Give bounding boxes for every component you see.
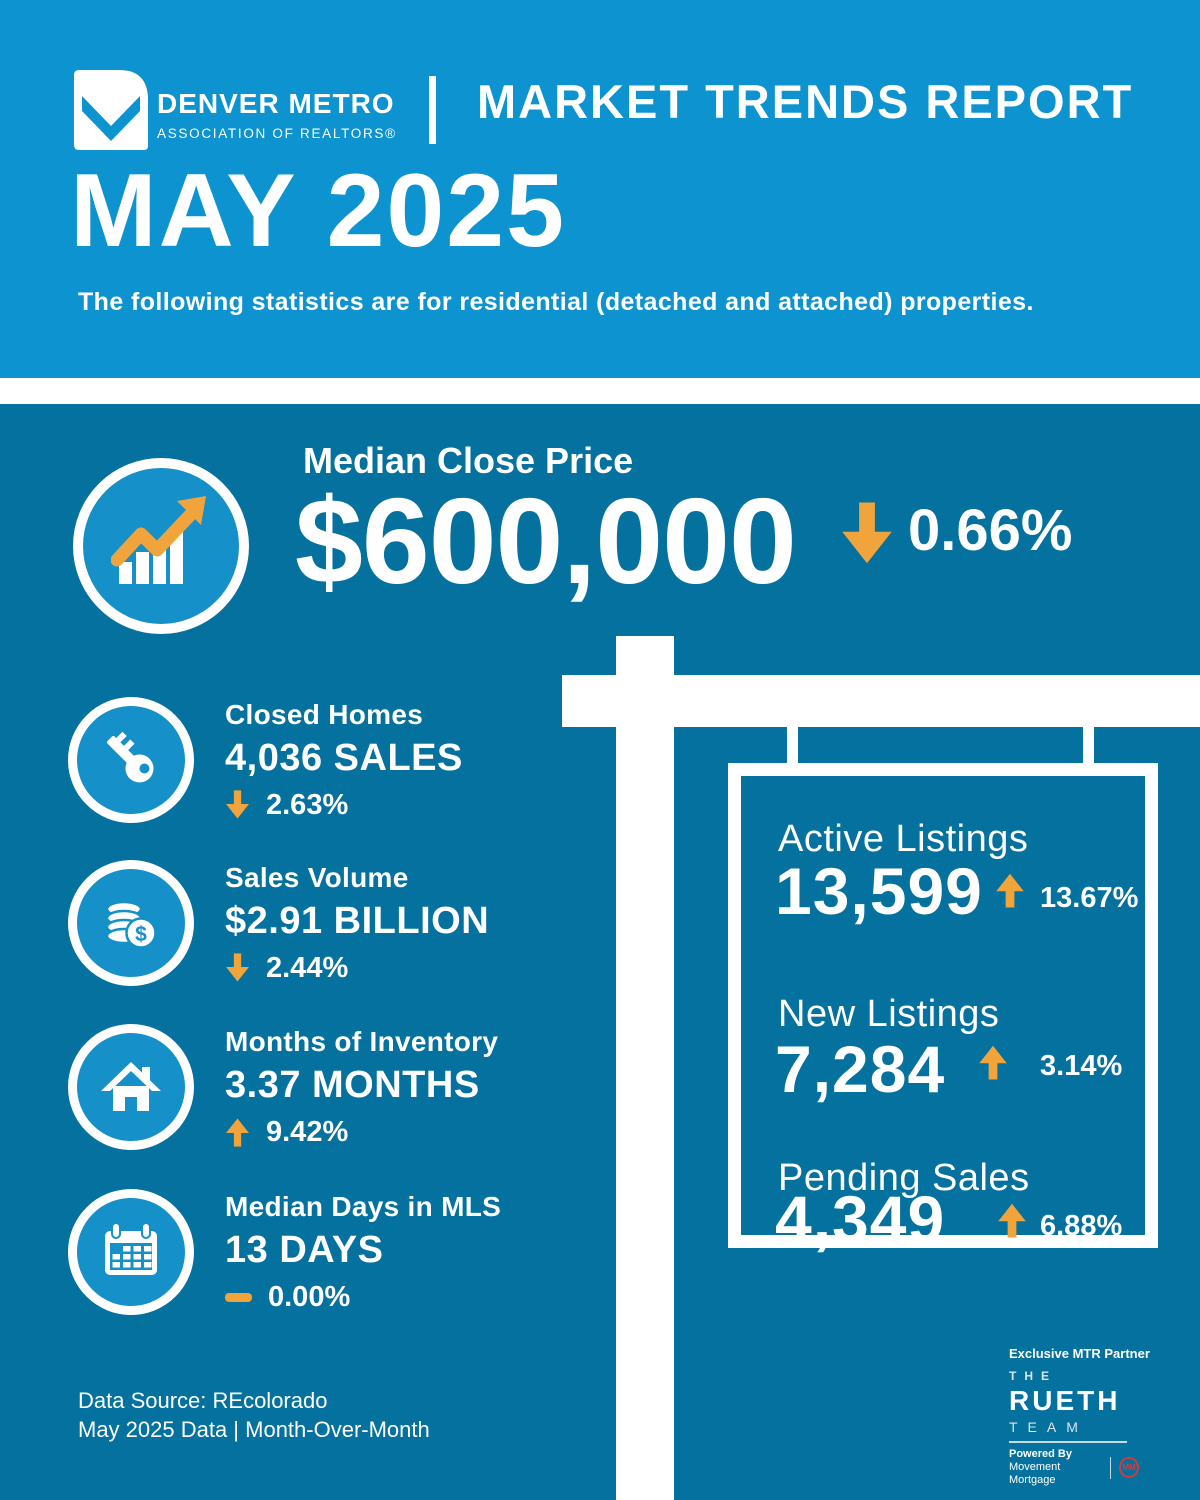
stat-change: 0.00%: [225, 1281, 501, 1314]
sign-post: [616, 636, 674, 1500]
data-source-line: Data Source: REcolorado: [78, 1388, 328, 1413]
up-arrow-icon: [979, 1045, 1007, 1080]
sign-stat-change-pending-sales: 6.88%: [1040, 1210, 1123, 1242]
report-subtitle: The following statistics are for residen…: [78, 288, 1034, 316]
stat-value: $2.91 BILLION: [225, 899, 490, 942]
stat-row-sales-volume: $ Sales Volume $2.91 BILLION 2.44%: [68, 860, 489, 986]
stat-change-pct: 9.42%: [266, 1115, 349, 1148]
stat-value: 4,036 SALES: [225, 736, 463, 779]
rueth-logo-the: THE: [1009, 1369, 1057, 1383]
stat-change: 2.44%: [225, 952, 489, 985]
up-arrow-icon: [226, 1118, 249, 1147]
svg-text:$: $: [135, 923, 147, 946]
sign-hanger: [787, 727, 798, 767]
trend-up-chart-icon: [111, 496, 206, 584]
rueth-team-logo: THE RUETH TEAM Powered By Movement Mortg…: [1009, 1369, 1139, 1487]
stat-label: Sales Volume: [225, 861, 409, 893]
stat-label: Closed Homes: [225, 698, 424, 730]
stat-value: 3.37 MONTHS: [225, 1063, 480, 1106]
partner-heading: Exclusive MTR Partner: [1009, 1346, 1150, 1361]
up-arrow-icon: [998, 1203, 1026, 1238]
stat-label: Months of Inventory: [225, 1025, 499, 1057]
median-close-price-change: 0.66%: [908, 498, 1073, 563]
movement-mortgage-icon: MM: [1119, 1457, 1139, 1478]
stat-change: 2.63%: [225, 789, 463, 822]
dmar-logo: [74, 70, 148, 150]
stat-change: 9.42%: [225, 1116, 498, 1149]
header-section: DENVER METRO ASSOCIATION OF REALTORS® MA…: [0, 0, 1200, 378]
powered-by-label: Powered By: [1009, 1448, 1072, 1460]
stat-value: 13 DAYS: [225, 1228, 384, 1271]
rueth-logo-divider: [1009, 1441, 1127, 1443]
powered-by-divider: [1109, 1456, 1112, 1479]
flat-dash-icon: [225, 1292, 252, 1302]
sign-stat-value-pending-sales: 4,349: [775, 1182, 946, 1256]
sign-frame: [728, 763, 1158, 1248]
stat-row-months-of-inventory: Months of Inventory 3.37 MONTHS 9.42%: [68, 1024, 498, 1150]
stat-change-pct: 0.00%: [268, 1280, 351, 1313]
sign-stat-value-active-listings: 13,599: [775, 854, 983, 928]
brand-block: DENVER METRO ASSOCIATION OF REALTORS®: [157, 88, 397, 141]
brand-name: DENVER METRO: [157, 88, 395, 119]
median-close-price-icon-circle: [73, 458, 249, 634]
stat-change-pct: 2.44%: [266, 951, 349, 984]
calendar-icon: [68, 1189, 194, 1315]
sign-stat-label-new-listings: New Listings: [778, 993, 1000, 1035]
down-arrow-icon: [226, 953, 249, 982]
stat-row-median-days-in-mls: Median Days in MLS 13 DAYS 0.00%: [68, 1189, 501, 1315]
separator-band: [0, 378, 1200, 404]
key-icon: [68, 697, 194, 823]
down-arrow-icon: [842, 502, 892, 564]
sign-stat-value-new-listings: 7,284: [775, 1032, 946, 1106]
down-arrow-icon: [226, 790, 249, 819]
sign-crossbar: [562, 675, 1200, 727]
sign-stat-change-new-listings: 3.14%: [1040, 1050, 1123, 1082]
powered-by-block: Powered By Movement Mortgage MM: [1009, 1448, 1139, 1487]
sign-hanger: [1083, 727, 1094, 767]
data-source-line: May 2025 Data | Month-Over-Month: [78, 1417, 430, 1442]
sign-stat-change-active-listings: 13.67%: [1040, 882, 1139, 914]
brand-subtitle: ASSOCIATION OF REALTORS®: [157, 126, 397, 141]
dmar-logo-icon: [74, 70, 148, 150]
stat-row-closed-homes: Closed Homes 4,036 SALES 2.63%: [68, 697, 463, 823]
sign-stat-label-active-listings: Active Listings: [778, 818, 1029, 860]
rueth-logo-name: RUETH: [1009, 1385, 1121, 1416]
header-divider-bar: [429, 76, 436, 144]
coins-icon: $: [68, 860, 194, 986]
footer-data-source: Data Source: REcolorado May 2025 Data | …: [78, 1386, 430, 1444]
month-title: MAY 2025: [70, 153, 566, 269]
median-close-price-label: Median Close Price: [303, 440, 634, 481]
sign-stat-label-pending-sales: Pending Sales: [778, 1157, 1030, 1199]
house-icon: [68, 1024, 194, 1150]
stat-label: Median Days in MLS: [225, 1190, 502, 1222]
median-close-price-value: $600,000: [295, 473, 797, 609]
powered-by-company: Movement Mortgage: [1009, 1461, 1061, 1486]
rueth-logo-team: TEAM: [1009, 1419, 1088, 1435]
up-arrow-icon: [996, 873, 1024, 908]
stat-change-pct: 2.63%: [266, 788, 349, 821]
report-title: MARKET TRENDS REPORT: [477, 75, 1134, 128]
